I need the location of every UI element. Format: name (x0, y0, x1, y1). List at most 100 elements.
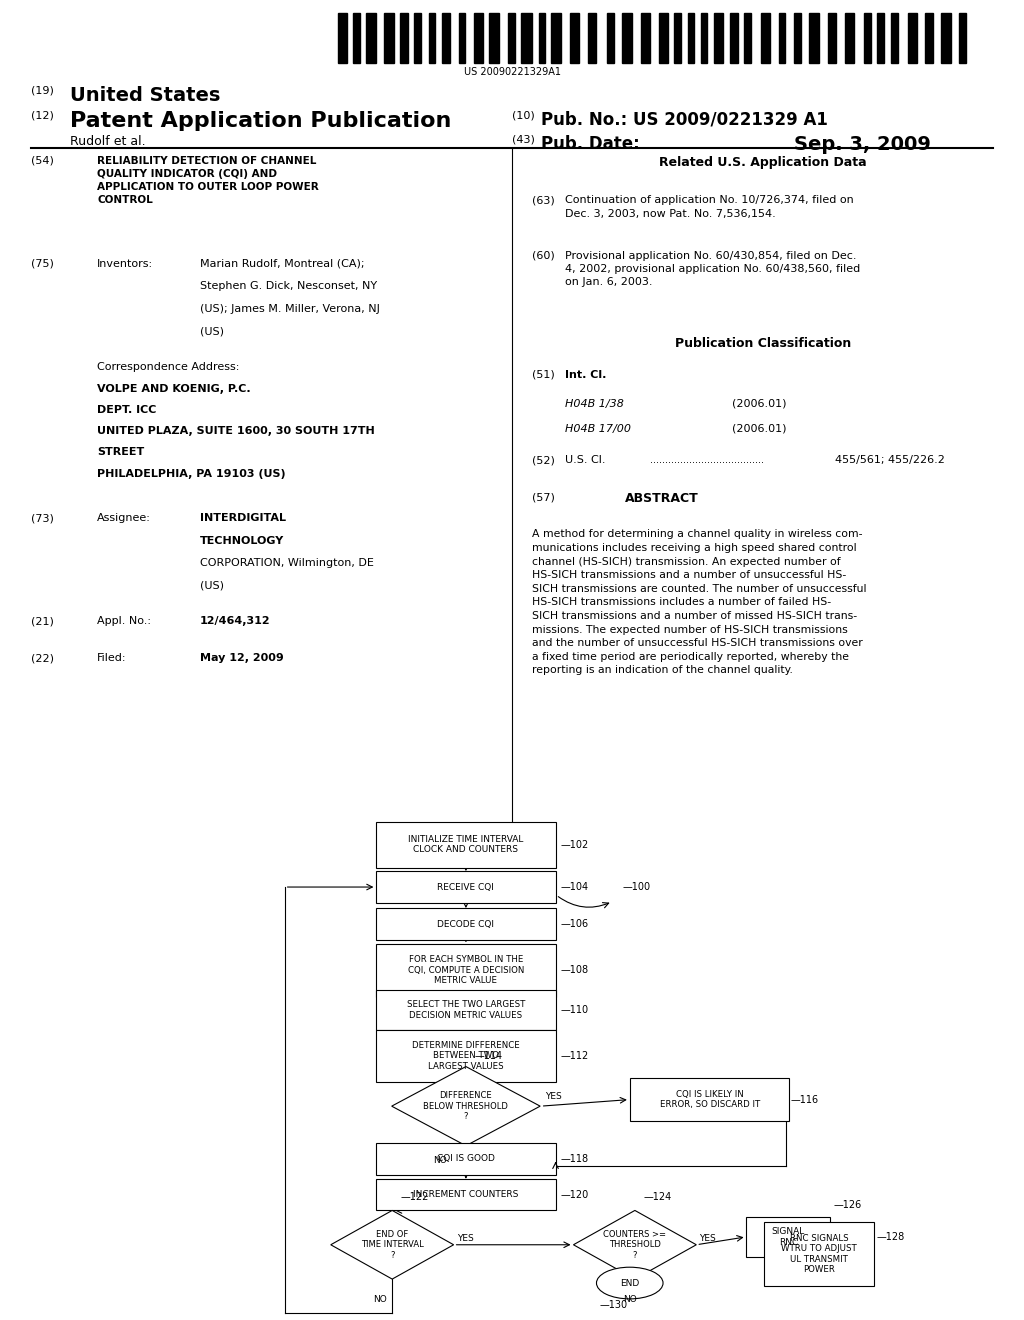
Text: (US): (US) (200, 326, 223, 337)
Text: (12): (12) (31, 111, 53, 121)
Bar (508, 13, 515, 63)
Text: Pub. No.: US 2009/0221329 A1: Pub. No.: US 2009/0221329 A1 (541, 111, 827, 129)
Bar (762, 13, 770, 63)
Text: May 12, 2009: May 12, 2009 (200, 653, 284, 664)
Text: ABSTRACT: ABSTRACT (625, 492, 698, 506)
Bar (539, 13, 545, 63)
Text: U.S. Cl.: U.S. Cl. (565, 455, 606, 466)
Bar (958, 13, 966, 63)
FancyBboxPatch shape (377, 944, 555, 997)
Bar (569, 13, 579, 63)
Text: —124: —124 (643, 1192, 672, 1203)
Text: YES: YES (457, 1234, 473, 1242)
Text: Pub. Date:: Pub. Date: (541, 135, 639, 153)
Text: Rudolf et al.: Rudolf et al. (70, 135, 145, 148)
FancyBboxPatch shape (377, 1143, 555, 1175)
Bar (474, 13, 483, 63)
FancyBboxPatch shape (377, 1030, 555, 1082)
Text: (43): (43) (512, 135, 535, 145)
Text: COUNTERS >=
THRESHOLD
?: COUNTERS >= THRESHOLD ? (603, 1230, 667, 1259)
Text: UNITED PLAZA, SUITE 1600, 30 SOUTH 17TH: UNITED PLAZA, SUITE 1600, 30 SOUTH 17TH (97, 426, 375, 437)
Bar (864, 13, 870, 63)
Text: Continuation of application No. 10/726,374, filed on
Dec. 3, 2003, now Pat. No. : Continuation of application No. 10/726,3… (565, 195, 854, 219)
Text: United States: United States (70, 86, 220, 104)
Text: DEPT. ICC: DEPT. ICC (97, 405, 157, 416)
Text: (21): (21) (31, 616, 53, 627)
Text: Filed:: Filed: (97, 653, 127, 664)
Bar (845, 13, 854, 63)
Text: Marian Rudolf, Montreal (CA);: Marian Rudolf, Montreal (CA); (200, 259, 365, 269)
Bar (623, 13, 632, 63)
Bar (827, 13, 836, 63)
FancyBboxPatch shape (377, 821, 555, 869)
Text: (52): (52) (532, 455, 555, 466)
Text: TECHNOLOGY: TECHNOLOGY (200, 536, 284, 546)
Bar (941, 13, 951, 63)
Bar (779, 13, 785, 63)
Text: FOR EACH SYMBOL IN THE
CQI, COMPUTE A DECISION
METRIC VALUE: FOR EACH SYMBOL IN THE CQI, COMPUTE A DE… (408, 956, 524, 985)
Text: YES: YES (699, 1234, 716, 1242)
Text: INITIALIZE TIME INTERVAL
CLOCK AND COUNTERS: INITIALIZE TIME INTERVAL CLOCK AND COUNT… (409, 836, 523, 854)
Text: YES: YES (545, 1093, 561, 1101)
Bar (877, 13, 884, 63)
Text: INTERDIGITAL: INTERDIGITAL (200, 513, 286, 524)
Bar (338, 13, 347, 63)
Text: —128: —128 (877, 1232, 905, 1242)
Text: INCREMENT COUNTERS: INCREMENT COUNTERS (414, 1191, 518, 1199)
Text: —114: —114 (474, 1051, 502, 1061)
Text: (51): (51) (532, 370, 555, 380)
FancyBboxPatch shape (377, 1179, 555, 1210)
Text: VOLPE AND KOENIG, P.C.: VOLPE AND KOENIG, P.C. (97, 384, 251, 395)
Bar (588, 13, 596, 63)
Bar (400, 13, 409, 63)
Text: —126: —126 (834, 1200, 862, 1210)
Bar (441, 13, 451, 63)
Text: (2006.01): (2006.01) (732, 399, 786, 409)
Text: —118: —118 (561, 1154, 589, 1164)
Text: Provisional application No. 60/430,854, filed on Dec.
4, 2002, provisional appli: Provisional application No. 60/430,854, … (565, 251, 860, 288)
Polygon shape (331, 1210, 454, 1279)
Text: 455/561; 455/226.2: 455/561; 455/226.2 (835, 455, 944, 466)
Text: —108: —108 (561, 965, 589, 975)
Text: —110: —110 (561, 1005, 589, 1015)
Text: H04B 1/38: H04B 1/38 (565, 399, 624, 409)
Text: H04B 17/00: H04B 17/00 (565, 424, 631, 434)
Bar (714, 13, 723, 63)
Text: Publication Classification: Publication Classification (675, 337, 851, 350)
Bar (459, 13, 465, 63)
Text: DIFFERENCE
BELOW THRESHOLD
?: DIFFERENCE BELOW THRESHOLD ? (424, 1092, 508, 1121)
Bar (352, 13, 359, 63)
Text: Int. Cl.: Int. Cl. (565, 370, 606, 380)
Text: SELECT THE TWO LARGEST
DECISION METRIC VALUES: SELECT THE TWO LARGEST DECISION METRIC V… (407, 1001, 525, 1019)
Text: A method for determining a channel quality in wireless com-
munications includes: A method for determining a channel quali… (532, 529, 867, 676)
Bar (809, 13, 819, 63)
Text: Correspondence Address:: Correspondence Address: (97, 362, 240, 372)
FancyBboxPatch shape (746, 1217, 830, 1257)
Text: —106: —106 (561, 919, 589, 929)
Text: (US); James M. Miller, Verona, NJ: (US); James M. Miller, Verona, NJ (200, 304, 380, 314)
Text: —112: —112 (561, 1051, 589, 1061)
Text: SIGNAL
RNC: SIGNAL RNC (772, 1228, 805, 1246)
Bar (384, 13, 394, 63)
Text: (63): (63) (532, 195, 555, 206)
Bar (730, 13, 737, 63)
Text: ......................................: ...................................... (650, 455, 764, 466)
Text: —122: —122 (400, 1192, 429, 1203)
Text: CQI IS GOOD: CQI IS GOOD (437, 1155, 495, 1163)
Text: (22): (22) (31, 653, 53, 664)
Text: Related U.S. Application Data: Related U.S. Application Data (659, 156, 866, 169)
Bar (489, 13, 499, 63)
Text: —104: —104 (561, 882, 589, 892)
Text: (54): (54) (31, 156, 53, 166)
Text: RELIABILITY DETECTION OF CHANNEL
QUALITY INDICATOR (CQI) AND
APPLICATION TO OUTE: RELIABILITY DETECTION OF CHANNEL QUALITY… (97, 156, 319, 206)
FancyBboxPatch shape (377, 908, 555, 940)
Text: (73): (73) (31, 513, 53, 524)
Bar (907, 13, 918, 63)
FancyBboxPatch shape (764, 1222, 874, 1286)
Bar (744, 13, 752, 63)
Text: (US): (US) (200, 581, 223, 591)
Text: STREET: STREET (97, 447, 144, 458)
Bar (795, 13, 801, 63)
Bar (551, 13, 561, 63)
Bar (688, 13, 694, 63)
